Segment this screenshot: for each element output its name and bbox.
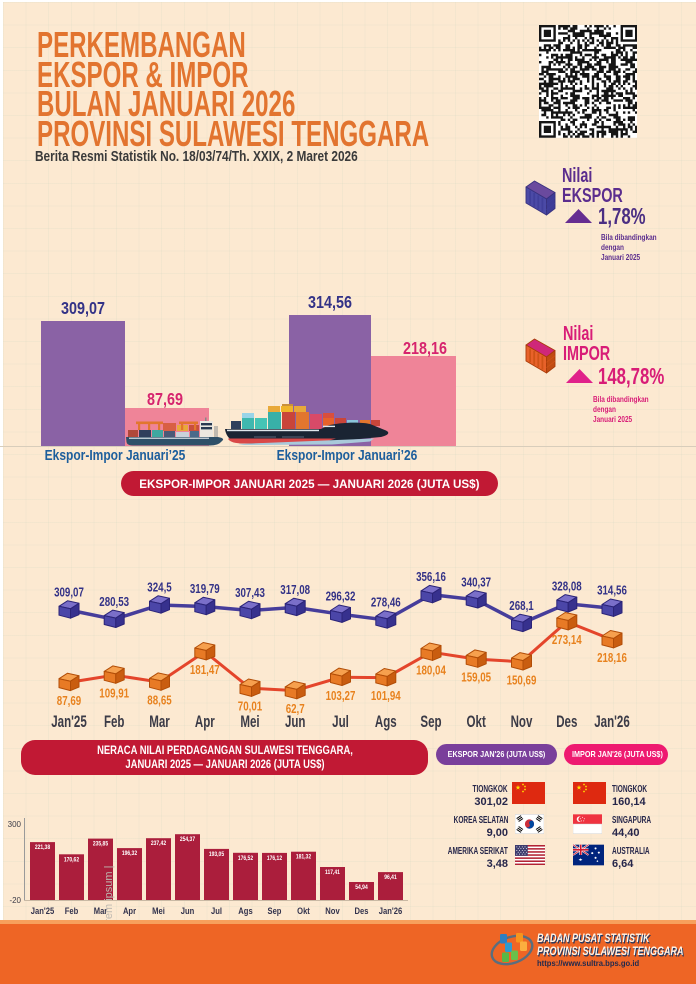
svg-text:159,05: 159,05 xyxy=(461,671,491,685)
svg-text:296,32: 296,32 xyxy=(326,590,356,604)
svg-text:Feb: Feb xyxy=(104,712,125,731)
svg-text:Jan'26: Jan'26 xyxy=(594,712,630,731)
svg-text:Jun: Jun xyxy=(181,906,195,917)
svg-text:218,16: 218,16 xyxy=(597,651,627,665)
svg-text:170,62: 170,62 xyxy=(64,856,80,863)
svg-text:Apr: Apr xyxy=(195,712,215,731)
svg-text:176,12: 176,12 xyxy=(267,855,283,862)
svg-text:Apr: Apr xyxy=(123,906,136,917)
svg-text:117,41: 117,41 xyxy=(325,869,340,876)
svg-text:150,69: 150,69 xyxy=(507,673,537,687)
svg-text:Sep: Sep xyxy=(420,712,441,731)
svg-text:88,65: 88,65 xyxy=(147,694,171,708)
svg-text:319,79: 319,79 xyxy=(190,582,220,596)
svg-text:356,16: 356,16 xyxy=(416,570,446,584)
svg-text:Jun: Jun xyxy=(285,712,306,731)
svg-text:Lorem ipsum |: Lorem ipsum | xyxy=(103,866,115,936)
svg-text:278,46: 278,46 xyxy=(371,596,401,610)
svg-text:Mei: Mei xyxy=(152,906,165,917)
svg-text:Ags: Ags xyxy=(375,712,397,731)
svg-text:Jul: Jul xyxy=(211,906,222,917)
svg-text:324,5: 324,5 xyxy=(147,581,171,595)
svg-text:Des: Des xyxy=(556,712,577,731)
svg-text:309,07: 309,07 xyxy=(54,586,84,600)
svg-text:Feb: Feb xyxy=(65,906,79,917)
svg-text:254,37: 254,37 xyxy=(180,836,196,843)
svg-text:273,14: 273,14 xyxy=(552,633,582,647)
svg-text:196,32: 196,32 xyxy=(122,850,138,857)
svg-text:Okt: Okt xyxy=(297,906,310,917)
svg-text:109,91: 109,91 xyxy=(99,687,129,701)
svg-text:70,01: 70,01 xyxy=(238,700,262,714)
svg-text:300: 300 xyxy=(8,820,22,829)
svg-text:Des: Des xyxy=(355,906,369,917)
svg-text:176,52: 176,52 xyxy=(238,855,254,862)
svg-text:Jan'26: Jan'26 xyxy=(379,906,402,917)
svg-text:101,94: 101,94 xyxy=(371,689,401,703)
svg-text:221,38: 221,38 xyxy=(35,844,51,851)
svg-text:180,04: 180,04 xyxy=(416,664,446,678)
svg-text:-20: -20 xyxy=(9,896,21,905)
svg-text:Nov: Nov xyxy=(511,712,533,731)
svg-text:235,85: 235,85 xyxy=(93,841,109,848)
svg-text:96,41: 96,41 xyxy=(384,874,397,881)
svg-text:Mei: Mei xyxy=(240,712,259,731)
svg-text:Jan'25: Jan'25 xyxy=(31,906,55,917)
svg-text:Nov: Nov xyxy=(325,906,340,917)
svg-text:Ags: Ags xyxy=(238,906,252,917)
svg-text:Sep: Sep xyxy=(268,906,282,917)
svg-text:Okt: Okt xyxy=(467,712,487,731)
svg-text:181,47: 181,47 xyxy=(190,663,220,677)
svg-text:62,7: 62,7 xyxy=(286,702,305,716)
svg-text:Mar: Mar xyxy=(94,906,108,917)
svg-text:87,69: 87,69 xyxy=(57,694,81,708)
svg-text:317,08: 317,08 xyxy=(280,583,310,597)
svg-text:328,08: 328,08 xyxy=(552,579,582,593)
svg-text:280,53: 280,53 xyxy=(99,595,129,609)
svg-text:103,27: 103,27 xyxy=(326,689,356,703)
svg-text:Jan'25: Jan'25 xyxy=(51,712,87,731)
svg-text:314,56: 314,56 xyxy=(597,584,627,598)
svg-text:193,05: 193,05 xyxy=(209,851,225,858)
svg-text:237,42: 237,42 xyxy=(151,840,167,847)
svg-text:307,43: 307,43 xyxy=(235,586,265,600)
svg-text:Jul: Jul xyxy=(332,712,349,731)
svg-text:268,1: 268,1 xyxy=(509,599,533,613)
svg-text:181,32: 181,32 xyxy=(296,854,312,861)
svg-text:Mar: Mar xyxy=(149,712,170,731)
svg-text:54,94: 54,94 xyxy=(355,884,368,891)
svg-text:340,37: 340,37 xyxy=(461,575,491,589)
